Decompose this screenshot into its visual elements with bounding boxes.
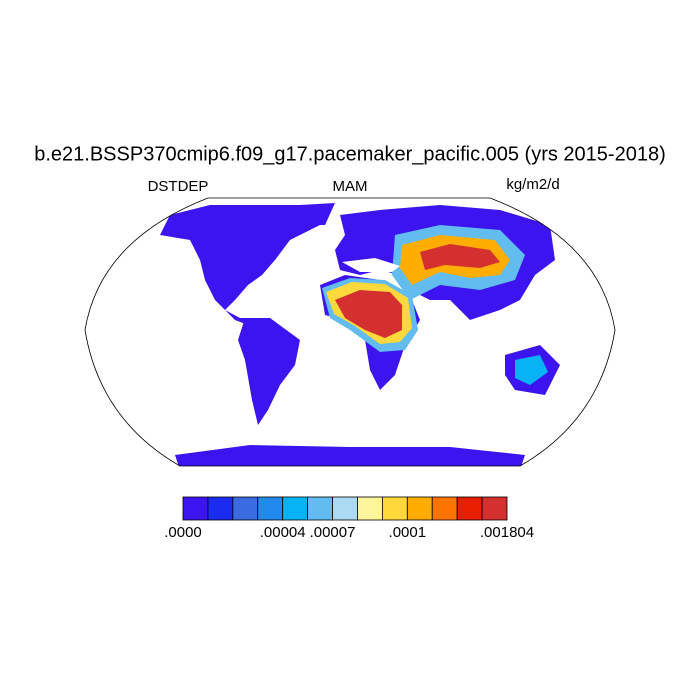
map-frame	[84, 197, 616, 467]
colorbar-box	[232, 496, 259, 521]
colorbar-box	[207, 496, 234, 521]
colorbar-box	[381, 496, 408, 521]
colorbar-label: .00007	[310, 524, 356, 541]
greenland	[300, 203, 335, 225]
title: b.e21.BSSP370cmip6.f09_g17.pacemaker_pac…	[34, 143, 666, 165]
colorbar-box	[257, 496, 284, 521]
center-label: MAM	[333, 178, 368, 195]
colorbar-label: .0000	[164, 524, 202, 541]
colorbar-box	[481, 496, 508, 521]
left-label: DSTDEP	[148, 178, 209, 195]
units-label: kg/m2/d	[506, 176, 559, 193]
seas	[342, 258, 400, 272]
map	[160, 203, 560, 466]
colorbar-box	[431, 496, 458, 521]
north-america	[160, 205, 330, 310]
central-america	[225, 310, 250, 325]
dust-field	[322, 225, 548, 385]
colorbar-box	[332, 496, 358, 521]
colorbar-box	[406, 496, 433, 521]
colorbar-box	[282, 496, 309, 521]
colorbar-label: .00004	[260, 524, 306, 541]
colorbar-box	[307, 496, 333, 521]
colorbar: .0000 .00004.00007 .0001 .001804	[164, 496, 534, 541]
colorbar-box	[357, 496, 383, 521]
colorbar-label: .0001	[389, 524, 427, 541]
colorbar-box	[182, 496, 209, 521]
antarctica	[175, 445, 525, 466]
colorbar-box	[456, 496, 483, 521]
colorbar-label: .001804	[480, 524, 534, 541]
south-america	[238, 318, 300, 425]
